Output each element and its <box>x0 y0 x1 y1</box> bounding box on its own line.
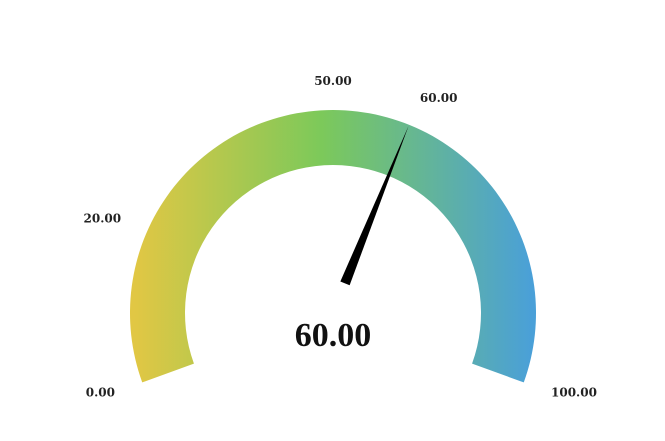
tick-label-50-00: 50.00 <box>314 74 352 88</box>
tick-label-layer: 0.00 20.00 50.00 60.00 100.00 <box>84 74 597 399</box>
tick-label-20-00: 20.00 <box>84 212 122 226</box>
gauge-value-readout: 60.00 <box>295 317 372 354</box>
tick-label-60-00: 60.00 <box>420 91 458 105</box>
gauge-needle <box>340 125 409 286</box>
tick-label-100-00: 100.00 <box>551 385 597 399</box>
tick-label-0-00: 0.00 <box>86 385 115 399</box>
gauge-arc <box>130 109 536 383</box>
